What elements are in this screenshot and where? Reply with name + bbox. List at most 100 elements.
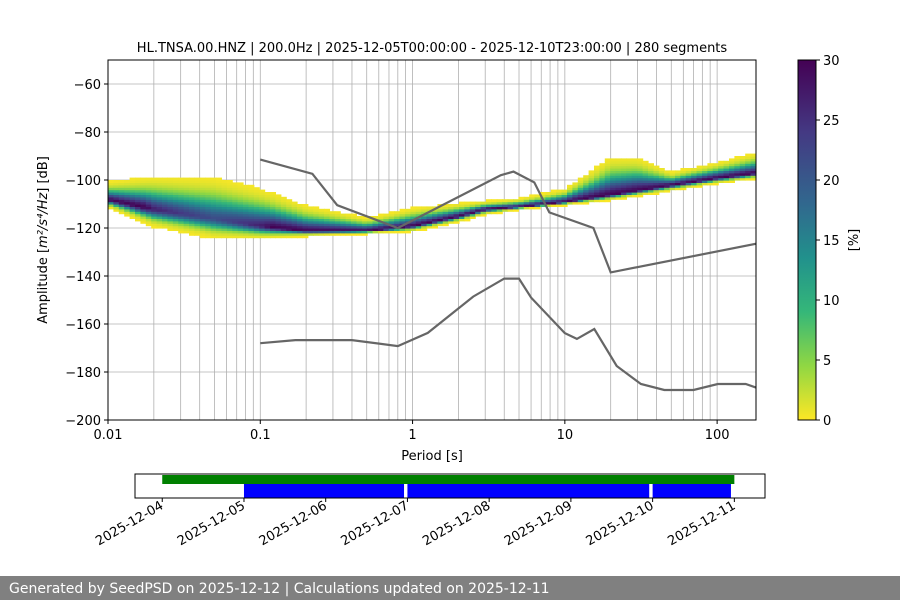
heatmap-cell xyxy=(459,206,465,210)
heatmap-cell xyxy=(513,208,519,212)
heatmap-cell xyxy=(399,208,406,212)
heatmap-cell xyxy=(588,182,595,186)
heatmap-cell xyxy=(259,189,266,193)
heatmap-cell xyxy=(588,194,595,198)
heatmap-cell xyxy=(199,213,206,217)
heatmap-cell xyxy=(313,230,320,234)
heatmap-cell xyxy=(631,187,638,191)
heatmap-cell xyxy=(453,206,460,210)
x-tick-label: 0.01 xyxy=(94,428,123,443)
heatmap-cell xyxy=(221,213,228,217)
heatmap-cell xyxy=(356,225,363,229)
y-axis-ticks: −60−80−100−120−140−160−180−200 xyxy=(65,78,108,429)
heatmap-cell xyxy=(432,216,438,219)
heatmap-cell xyxy=(696,172,703,176)
heatmap-cell xyxy=(140,206,147,210)
heatmap-cell xyxy=(394,230,401,234)
heatmap-cell xyxy=(626,160,633,164)
heatmap-cell xyxy=(351,218,357,222)
heatmap-cell xyxy=(205,208,212,212)
heatmap-cell xyxy=(599,170,606,174)
heatmap-cell xyxy=(243,204,249,207)
heatmap-cell xyxy=(345,225,352,229)
heatmap-cell xyxy=(172,216,179,219)
heatmap-cell xyxy=(221,196,228,200)
heatmap-cell xyxy=(356,230,363,234)
heatmap-cell xyxy=(259,218,266,222)
heatmap-cell xyxy=(135,196,141,200)
heatmap-cell xyxy=(529,201,536,205)
heatmap-cell xyxy=(653,182,660,186)
heatmap-cell xyxy=(604,158,611,162)
heatmap-cell xyxy=(210,204,217,207)
heatmap-cell xyxy=(577,201,584,205)
heatmap-cell xyxy=(745,160,752,164)
heatmap-cell xyxy=(415,208,422,212)
heatmap-cell xyxy=(610,163,617,167)
heatmap-cell xyxy=(162,194,168,198)
heatmap-cell xyxy=(696,177,703,181)
heatmap-cell xyxy=(475,206,482,210)
heatmap-cell xyxy=(183,216,190,219)
heatmap-cell xyxy=(459,204,465,207)
heatmap-cell xyxy=(658,175,665,179)
heatmap-cell xyxy=(118,201,125,205)
heatmap-cell xyxy=(561,192,568,195)
heatmap-cell xyxy=(556,204,563,207)
heatmap-cell xyxy=(151,218,158,222)
heatmap-cell xyxy=(545,196,552,200)
heatmap-cell xyxy=(253,218,260,222)
heatmap-cell xyxy=(383,225,390,229)
heatmap-cell xyxy=(172,204,179,207)
heatmap-cell xyxy=(226,232,233,236)
heatmap-cell xyxy=(664,187,671,191)
heatmap-cell xyxy=(226,189,233,193)
heatmap-cell xyxy=(588,199,595,203)
heatmap-cell xyxy=(702,168,708,171)
heatmap-cell xyxy=(194,187,201,191)
heatmap-cell xyxy=(631,168,638,171)
heatmap-cell xyxy=(259,220,266,224)
heatmap-cell xyxy=(405,223,411,227)
heatmap-cell xyxy=(696,184,703,188)
heatmap-cell xyxy=(243,189,249,193)
heatmap-cell xyxy=(178,177,185,181)
heatmap-cell xyxy=(745,172,752,176)
heatmap-cell xyxy=(599,180,606,183)
heatmap-cell xyxy=(594,187,600,191)
heatmap-cell xyxy=(210,192,217,195)
heatmap-cell xyxy=(556,201,563,205)
heatmap-cell xyxy=(172,177,179,181)
heatmap-cell xyxy=(199,177,206,181)
heatmap-cell xyxy=(248,201,255,205)
heatmap-cell xyxy=(653,172,660,176)
timeline-tick-label: 2025-12-09 xyxy=(502,498,575,549)
heatmap-cell xyxy=(297,216,303,219)
heatmap-cell xyxy=(199,235,206,239)
heatmap-cell xyxy=(237,230,244,234)
heatmap-cell xyxy=(232,192,239,195)
heatmap-cell xyxy=(523,206,530,210)
heatmap-cell xyxy=(594,170,600,174)
heatmap-cell xyxy=(302,211,309,215)
heatmap-cell xyxy=(399,218,406,222)
heatmap-cell xyxy=(648,165,654,169)
heatmap-cell xyxy=(432,218,438,222)
heatmap-cell xyxy=(135,218,141,222)
heatmap-cell xyxy=(302,213,309,217)
heatmap-cell xyxy=(232,235,239,239)
heatmap-cell xyxy=(334,228,341,231)
heatmap-cell xyxy=(270,216,276,219)
heatmap-cell xyxy=(561,196,568,200)
heatmap-cell xyxy=(167,194,174,198)
heatmap-cell xyxy=(707,175,714,179)
heatmap-cell xyxy=(302,230,309,234)
heatmap-cell xyxy=(178,218,185,222)
heatmap-cell xyxy=(739,165,746,169)
heatmap-cell xyxy=(621,165,627,169)
heatmap-cell xyxy=(243,216,249,219)
colorbar-tick-label: 15 xyxy=(823,234,840,249)
heatmap-cell xyxy=(615,196,622,200)
heatmap-cell xyxy=(178,201,185,205)
